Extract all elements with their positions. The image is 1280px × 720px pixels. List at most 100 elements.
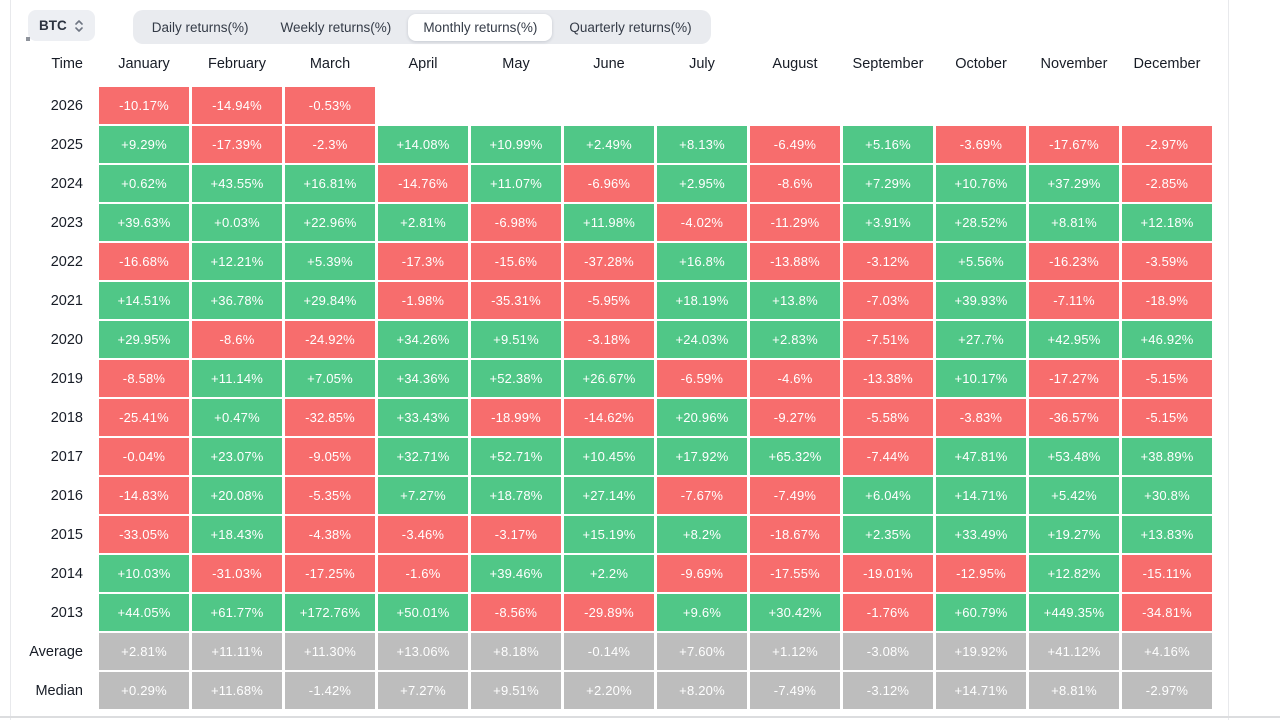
return-cell: -3.17% bbox=[471, 516, 561, 553]
return-cell: +11.98% bbox=[564, 204, 654, 241]
return-cell: +6.04% bbox=[843, 477, 933, 514]
return-cell: +24.03% bbox=[657, 321, 747, 358]
return-cell: -7.03% bbox=[843, 282, 933, 319]
return-cell: +30.8% bbox=[1122, 477, 1212, 514]
return-cell: -17.39% bbox=[192, 126, 282, 163]
return-cell: -0.04% bbox=[99, 438, 189, 475]
return-cell: -16.23% bbox=[1029, 243, 1119, 280]
return-cell: +16.81% bbox=[285, 165, 375, 202]
return-cell: +34.36% bbox=[378, 360, 468, 397]
return-cell: +2.83% bbox=[750, 321, 840, 358]
return-cell: +2.95% bbox=[657, 165, 747, 202]
return-cell: -29.89% bbox=[564, 594, 654, 631]
return-cell bbox=[936, 87, 1026, 124]
row-label-2023: 2023 bbox=[50, 214, 83, 231]
return-cell: +37.29% bbox=[1029, 165, 1119, 202]
return-cell: -5.58% bbox=[843, 399, 933, 436]
row-label-2017: 2017 bbox=[50, 448, 83, 465]
return-cell: +1.12% bbox=[750, 633, 840, 670]
return-cell: +18.78% bbox=[471, 477, 561, 514]
tab-daily-returns[interactable]: Daily returns(%) bbox=[137, 14, 264, 41]
return-cell: -13.38% bbox=[843, 360, 933, 397]
return-cell: +11.07% bbox=[471, 165, 561, 202]
row-label-2022: 2022 bbox=[50, 253, 83, 270]
column-header-month: April bbox=[408, 55, 438, 72]
return-cell: -4.38% bbox=[285, 516, 375, 553]
row-label-2019: 2019 bbox=[50, 370, 83, 387]
return-cell: -7.49% bbox=[750, 672, 840, 709]
row-label-2021: 2021 bbox=[50, 292, 83, 309]
return-cell: +19.92% bbox=[936, 633, 1026, 670]
column-header-time: Time bbox=[51, 55, 83, 72]
page-left-border bbox=[10, 0, 11, 720]
return-cell bbox=[1029, 87, 1119, 124]
return-cell: +47.81% bbox=[936, 438, 1026, 475]
return-cell: -3.12% bbox=[843, 672, 933, 709]
return-cell: -14.83% bbox=[99, 477, 189, 514]
return-cell: +10.03% bbox=[99, 555, 189, 592]
row-label-2025: 2025 bbox=[50, 136, 83, 153]
return-cell: -6.59% bbox=[657, 360, 747, 397]
return-cell bbox=[1122, 87, 1212, 124]
return-cell: -17.55% bbox=[750, 555, 840, 592]
column-header-month: September bbox=[852, 55, 924, 72]
return-cell: -1.42% bbox=[285, 672, 375, 709]
tab-monthly-returns[interactable]: Monthly returns(%) bbox=[408, 13, 553, 41]
return-cell: +53.48% bbox=[1029, 438, 1119, 475]
return-cell: -8.56% bbox=[471, 594, 561, 631]
tab-weekly-returns[interactable]: Weekly returns(%) bbox=[266, 14, 407, 41]
return-cell: +52.71% bbox=[471, 438, 561, 475]
return-cell: +5.42% bbox=[1029, 477, 1119, 514]
return-cell: +61.77% bbox=[192, 594, 282, 631]
return-cell bbox=[750, 87, 840, 124]
returns-period-tabs: Daily returns(%) Weekly returns(%) Month… bbox=[132, 10, 711, 44]
return-cell: -13.88% bbox=[750, 243, 840, 280]
return-cell: +0.29% bbox=[99, 672, 189, 709]
row-label-2014: 2014 bbox=[50, 565, 83, 582]
return-cell: +13.8% bbox=[750, 282, 840, 319]
return-cell: -3.18% bbox=[564, 321, 654, 358]
tab-quarterly-returns[interactable]: Quarterly returns(%) bbox=[554, 14, 706, 41]
return-cell: -10.17% bbox=[99, 87, 189, 124]
return-cell bbox=[843, 87, 933, 124]
return-cell: +34.26% bbox=[378, 321, 468, 358]
return-cell: -17.27% bbox=[1029, 360, 1119, 397]
return-cell: +7.29% bbox=[843, 165, 933, 202]
symbol-select-value: BTC bbox=[39, 18, 67, 33]
column-header-month: July bbox=[689, 55, 715, 72]
chevron-up-down-icon bbox=[74, 19, 84, 33]
return-cell: +172.76% bbox=[285, 594, 375, 631]
return-cell: +10.99% bbox=[471, 126, 561, 163]
return-cell: +8.2% bbox=[657, 516, 747, 553]
return-cell: +2.2% bbox=[564, 555, 654, 592]
column-header-month: October bbox=[955, 55, 1007, 72]
page-bottom-border bbox=[0, 716, 1280, 718]
monthly-returns-heatmap: Time January February March April May June July… bbox=[26, 48, 1212, 709]
return-cell: -1.6% bbox=[378, 555, 468, 592]
return-cell: +9.51% bbox=[471, 672, 561, 709]
column-header-month: May bbox=[502, 55, 530, 72]
return-cell: +23.07% bbox=[192, 438, 282, 475]
return-cell: +26.67% bbox=[564, 360, 654, 397]
return-cell: -17.67% bbox=[1029, 126, 1119, 163]
column-header-month: December bbox=[1133, 55, 1201, 72]
return-cell bbox=[471, 87, 561, 124]
return-cell: +29.95% bbox=[99, 321, 189, 358]
return-cell: +10.17% bbox=[936, 360, 1026, 397]
return-cell: +65.32% bbox=[750, 438, 840, 475]
return-cell: +30.42% bbox=[750, 594, 840, 631]
return-cell bbox=[564, 87, 654, 124]
return-cell: -7.49% bbox=[750, 477, 840, 514]
symbol-indicator-dot bbox=[26, 37, 30, 41]
return-cell: +41.12% bbox=[1029, 633, 1119, 670]
return-cell: -9.27% bbox=[750, 399, 840, 436]
return-cell: -36.57% bbox=[1029, 399, 1119, 436]
return-cell: +52.38% bbox=[471, 360, 561, 397]
return-cell: -5.15% bbox=[1122, 360, 1212, 397]
symbol-select[interactable]: BTC bbox=[28, 10, 95, 41]
column-header-month: February bbox=[207, 55, 267, 72]
return-cell: +2.49% bbox=[564, 126, 654, 163]
return-cell: +7.60% bbox=[657, 633, 747, 670]
return-cell: +19.27% bbox=[1029, 516, 1119, 553]
return-cell: +8.20% bbox=[657, 672, 747, 709]
